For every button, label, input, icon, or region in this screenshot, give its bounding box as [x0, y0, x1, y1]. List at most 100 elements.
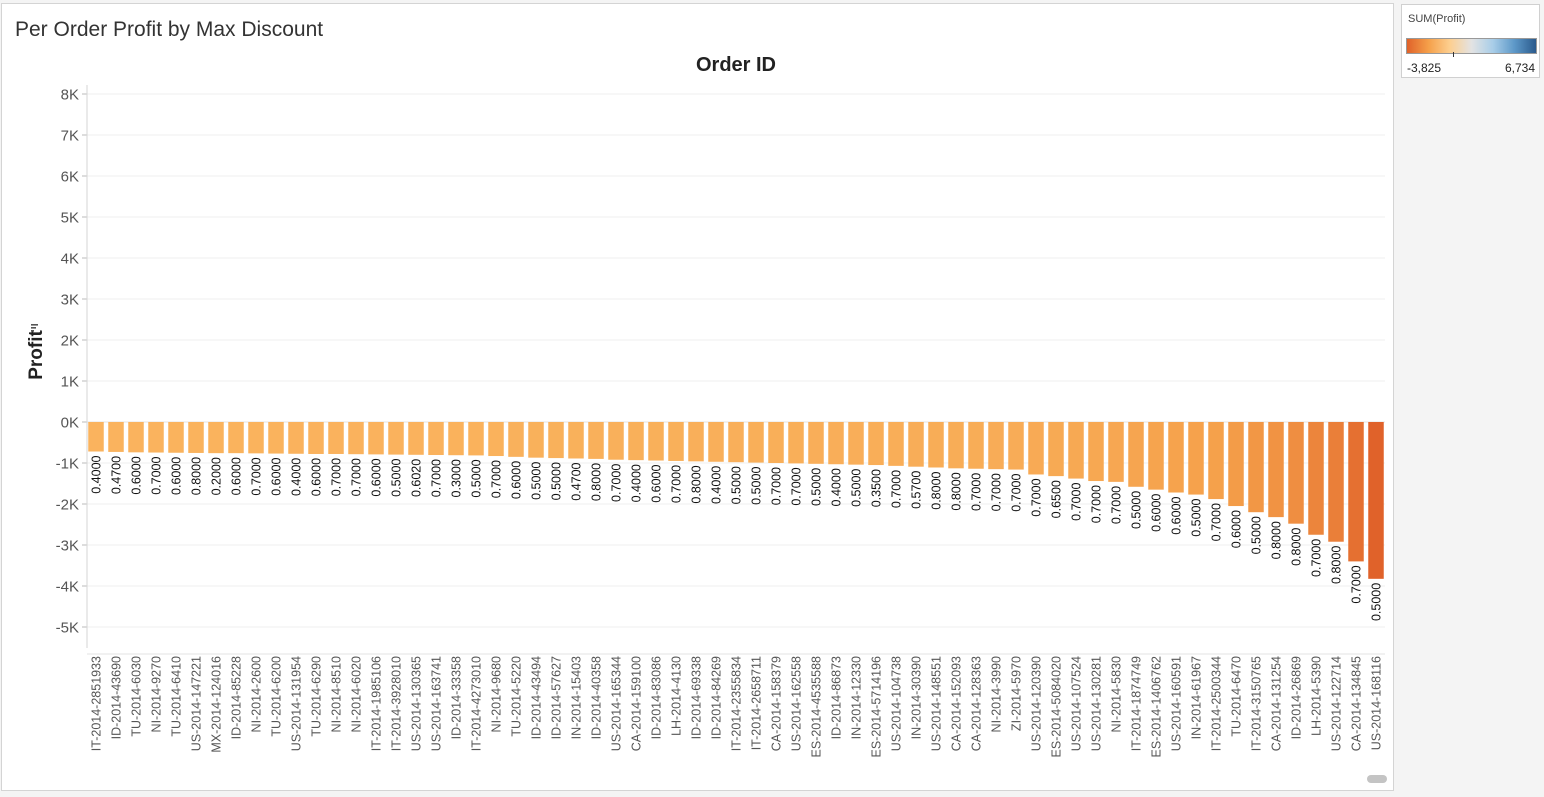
bar[interactable] — [1288, 422, 1304, 524]
bar[interactable] — [488, 422, 504, 457]
chart-area[interactable]: Order ID 8K 7K 6K 5K 4K 3K 2K 1K 0K -1K -2K -3K -4K -… — [0, 0, 1394, 797]
bar[interactable] — [848, 422, 864, 465]
bar[interactable] — [928, 422, 944, 468]
bar[interactable] — [468, 422, 484, 456]
color-legend[interactable]: SUM(Profit) -3,825 6,734 — [1401, 4, 1540, 78]
bar[interactable] — [308, 422, 324, 454]
x-tick-label: TU-2014-6290 — [310, 656, 324, 737]
bar[interactable] — [648, 422, 664, 461]
bar-data-label: 0.6000 — [510, 461, 524, 499]
bar[interactable] — [768, 422, 784, 463]
bar[interactable] — [968, 422, 984, 469]
bar[interactable] — [528, 422, 544, 458]
bar-data-label: 0.6000 — [1170, 496, 1184, 534]
bar[interactable] — [1268, 422, 1284, 518]
bar[interactable] — [748, 422, 764, 463]
bar[interactable] — [908, 422, 924, 467]
x-tick-label: TU-2014-6470 — [1230, 656, 1244, 737]
bar[interactable] — [668, 422, 684, 461]
bar[interactable] — [388, 422, 404, 455]
bar[interactable] — [988, 422, 1004, 470]
bar[interactable] — [148, 422, 164, 453]
bar[interactable] — [588, 422, 604, 459]
bar[interactable] — [708, 422, 724, 462]
bar-data-label: 0.7000 — [790, 467, 804, 505]
x-tick-label: CA-2014-158379 — [770, 656, 784, 751]
bar[interactable] — [808, 422, 824, 464]
bar-data-label: 0.4000 — [830, 468, 844, 506]
x-tick-label: NI-2014-6020 — [350, 656, 364, 732]
x-tick-label: US-2014-131954 — [290, 656, 304, 751]
x-tick-label: IN-2014-15403 — [570, 656, 584, 739]
bar[interactable] — [1088, 422, 1104, 482]
bars[interactable] — [88, 422, 1384, 579]
bar[interactable] — [368, 422, 384, 455]
bar[interactable] — [608, 422, 624, 460]
bar[interactable] — [888, 422, 904, 466]
bar[interactable] — [1028, 422, 1044, 475]
bar[interactable] — [1208, 422, 1224, 500]
bar-data-label: 0.7000 — [1010, 474, 1024, 512]
bar[interactable] — [728, 422, 744, 463]
bar[interactable] — [868, 422, 884, 466]
horizontal-scrollbar-thumb[interactable] — [1367, 775, 1387, 783]
bar[interactable] — [548, 422, 564, 459]
bar[interactable] — [688, 422, 704, 462]
bar-data-label: 0.8000 — [190, 457, 204, 495]
y-tick-label: 5K — [61, 210, 79, 227]
bar[interactable] — [568, 422, 584, 459]
bar[interactable] — [1228, 422, 1244, 507]
bar[interactable] — [508, 422, 524, 457]
bar[interactable] — [1368, 422, 1384, 579]
bar[interactable] — [228, 422, 244, 454]
y-axis-title-group: Profit — [26, 330, 47, 380]
bar[interactable] — [1068, 422, 1084, 479]
bar[interactable] — [288, 422, 304, 454]
bar[interactable] — [1348, 422, 1364, 562]
y-tick-label: -1K — [56, 456, 79, 473]
x-tick-label: ID-2014-26869 — [1290, 656, 1304, 739]
sort-icon[interactable] — [31, 324, 38, 332]
bar[interactable] — [188, 422, 204, 453]
bar[interactable] — [408, 422, 424, 455]
bar[interactable] — [88, 422, 104, 452]
bar[interactable] — [208, 422, 224, 454]
x-tick-label: ID-2014-57627 — [550, 656, 564, 739]
bar[interactable] — [1048, 422, 1064, 477]
bar[interactable] — [1108, 422, 1124, 482]
bar[interactable] — [1148, 422, 1164, 490]
bar[interactable] — [828, 422, 844, 465]
bar[interactable] — [128, 422, 144, 453]
bar[interactable] — [1328, 422, 1344, 542]
bar[interactable] — [948, 422, 964, 469]
x-tick-label: MX-2014-124016 — [210, 656, 224, 753]
page-title: Per Order Profit by Max Discount — [15, 18, 324, 41]
bar-data-label: 0.8000 — [690, 465, 704, 503]
bar-data-label: 0.7000 — [990, 473, 1004, 511]
bar[interactable] — [348, 422, 364, 455]
y-tick-label: 8K — [61, 87, 79, 104]
x-tick-label: LH-2014-5390 — [1310, 656, 1324, 736]
bar[interactable] — [1188, 422, 1204, 495]
bar[interactable] — [1168, 422, 1184, 493]
bar[interactable] — [1308, 422, 1324, 535]
bar[interactable] — [248, 422, 264, 454]
bar[interactable] — [448, 422, 464, 456]
bar[interactable] — [788, 422, 804, 464]
bar[interactable] — [628, 422, 644, 461]
bar-data-label: 0.4700 — [570, 462, 584, 500]
bar[interactable] — [168, 422, 184, 453]
bar[interactable] — [1248, 422, 1264, 513]
x-tick-label: TU-2014-6030 — [130, 656, 144, 737]
bar[interactable] — [328, 422, 344, 454]
bar[interactable] — [108, 422, 124, 452]
y-tick-label: 6K — [61, 169, 79, 186]
bar[interactable] — [268, 422, 284, 454]
bar-data-label: 0.5000 — [470, 459, 484, 497]
bar-data-label: 0.6000 — [1150, 494, 1164, 532]
x-tick-label: US-2014-165344 — [610, 656, 624, 751]
bar[interactable] — [1008, 422, 1024, 470]
y-tick-label: 7K — [61, 128, 79, 145]
bar[interactable] — [428, 422, 444, 456]
bar[interactable] — [1128, 422, 1144, 487]
